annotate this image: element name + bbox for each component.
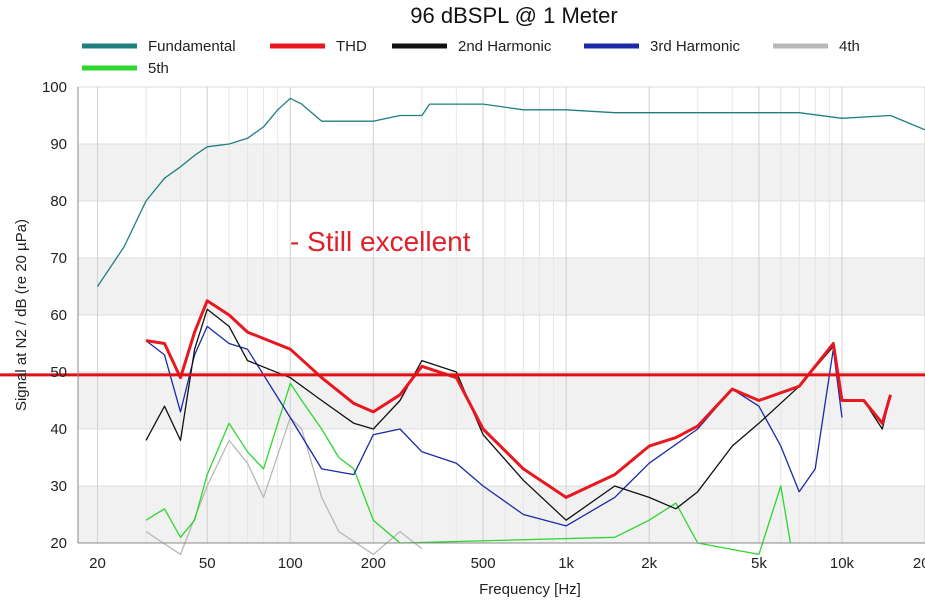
chart-title: 96 dBSPL @ 1 Meter — [410, 3, 617, 28]
series-line-5th — [145, 382, 792, 556]
y-tick-label: 80 — [50, 193, 67, 210]
legend-label-thd: THD — [336, 38, 367, 55]
legend: Fundamental THD 2nd Harmonic 3rd Harmonic 4t… — [82, 38, 860, 77]
y-tick-label: 30 — [50, 478, 67, 495]
x-tick-label: 50 — [199, 555, 216, 572]
legend-label-2nd-harmonic: 2nd Harmonic — [458, 38, 552, 55]
y-tick-label: 40 — [50, 421, 67, 438]
plot-band — [78, 144, 925, 201]
series-line-fundamental — [96, 97, 925, 287]
y-tick-label: 20 — [50, 535, 67, 552]
y-tick-label: 60 — [50, 307, 67, 324]
tick-labels: 20 30 40 50 60 70 80 90 100 20 50 100 200 500 1k 2k 5k 10… — [42, 79, 925, 572]
series-layer — [96, 97, 925, 556]
legend-label-5th: 5th — [148, 60, 169, 77]
x-tick-label: 20k — [913, 555, 925, 572]
axes — [77, 87, 925, 544]
series-line-3rd-harmonic — [145, 325, 843, 527]
x-axis-label: Frequency [Hz] — [479, 581, 581, 598]
plot-band — [78, 486, 925, 543]
legend-label-3rd-harmonic: 3rd Harmonic — [650, 38, 741, 55]
plot-band — [78, 258, 925, 315]
y-tick-label: 70 — [50, 250, 67, 267]
x-tick-label: 2k — [641, 555, 657, 572]
annotation-text: - Still excellent — [290, 226, 471, 257]
legend-label-4th: 4th — [839, 38, 860, 55]
x-tick-label: 20 — [89, 555, 106, 572]
y-tick-label: 100 — [42, 79, 67, 96]
y-tick-label: 50 — [50, 364, 67, 381]
plot-bands — [78, 144, 925, 543]
series-line-thd — [145, 299, 892, 499]
y-tick-label: 90 — [50, 136, 67, 153]
x-tick-label: 200 — [361, 555, 386, 572]
x-tick-label: 500 — [471, 555, 496, 572]
plot-band — [78, 372, 925, 429]
x-tick-label: 1k — [558, 555, 574, 572]
y-axis-label: Signal at N2 / dB (re 20 µPa) — [13, 219, 30, 411]
x-tick-label: 100 — [278, 555, 303, 572]
x-tick-label: 5k — [751, 555, 767, 572]
legend-label-fundamental: Fundamental — [148, 38, 236, 55]
x-tick-label: 10k — [830, 555, 855, 572]
